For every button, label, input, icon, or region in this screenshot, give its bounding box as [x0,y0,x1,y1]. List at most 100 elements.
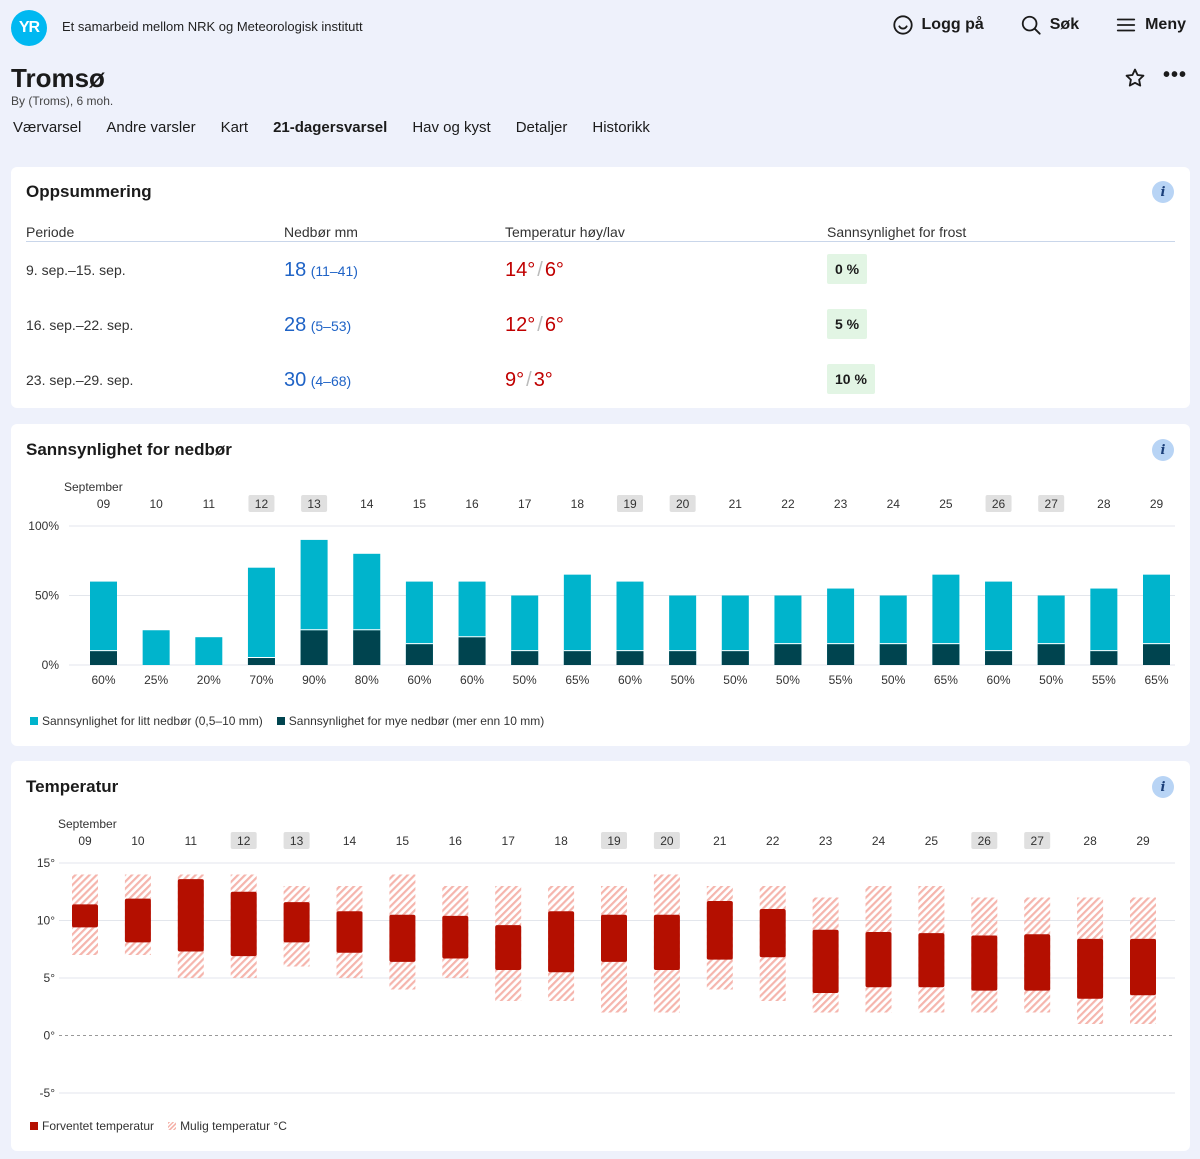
day-label: 11 [185,834,198,848]
day-label: 19 [607,834,621,848]
legend-swatch-expected [30,1122,38,1130]
temp-low: 6° [544,259,564,281]
frost-badge: 5 % [827,309,868,339]
day-label: 17 [502,834,516,848]
tab-historikk[interactable]: Historikk [592,119,650,136]
precip-heavy-bar [458,637,486,665]
precip-heavy-bar [721,651,749,665]
weekend-day-highlight [653,832,680,849]
weekend-day-highlight [617,495,643,512]
tab-andre-varsler[interactable]: Andre varsler [106,119,196,136]
search-label: Søk [1049,16,1080,33]
precip-heavy-bar [247,658,275,665]
expected-temp-bar [177,879,204,952]
smiley-icon [892,15,913,35]
precip-cell: 18 (11–41) [284,259,358,282]
day-label: 17 [518,497,532,511]
expected-temp-bar [812,929,839,993]
temp-info-icon[interactable]: i [1152,776,1174,798]
menu-label: Meny [1145,16,1186,33]
tab-hav-og-kyst[interactable]: Hav og kyst [412,119,491,136]
precip-chart: September 100% 50% 0% 09 60% 10 25% 11 20% 12 70% 13… [28,480,1175,687]
precip-value-label: 60% [618,673,642,687]
more-options-icon[interactable]: ••• [1163,64,1188,86]
day-label: 28 [1083,834,1097,848]
day-label: 21 [729,497,743,511]
day-label: 27 [1031,834,1045,848]
precip-light-bar [142,630,170,665]
expected-temp-bar [971,935,998,991]
expected-temp-bar [230,891,257,957]
precip-heavy-bar [353,630,381,665]
day-label: 25 [925,834,939,848]
temp-low: 3° [533,369,553,391]
precip-value: 28 [284,314,307,336]
day-label: 16 [465,497,479,511]
menu-button[interactable]: Meny [1115,14,1186,36]
login-button[interactable]: Logg på [892,14,984,36]
day-label: 29 [1150,497,1164,511]
day-label: 18 [554,834,568,848]
legend-heavy-precip: Sannsynlighet for mye nedbør (mer enn 10… [276,714,545,728]
temp-slash: / [537,259,543,281]
weekend-day-highlight [1038,495,1065,512]
search-icon [1021,15,1041,35]
tab-kart[interactable]: Kart [220,119,249,136]
period-cell: 9. sep.–15. sep. [26,262,126,278]
precip-heavy-bar [774,644,802,665]
precip-cell: 30 (4–68) [284,369,351,392]
precip-light-bar [195,637,223,665]
precip-heavy-bar [669,651,697,665]
y-tick-label: 10° [37,914,55,928]
day-label: 10 [149,497,163,511]
expected-temp-bar [1130,938,1156,996]
precip-value: 18 [284,259,307,281]
precip-value-label: 65% [565,673,589,687]
period-cell: 23. sep.–29. sep. [26,372,134,388]
precip-value-label: 50% [723,673,747,687]
frost-badge: 0 % [827,254,868,284]
y-tick-label: 0° [44,1029,56,1043]
weekend-day-highlight [985,495,1012,512]
day-label: 27 [1045,497,1059,511]
hamburger-icon [1116,18,1136,32]
precip-heavy-bar [1037,644,1065,665]
day-label: 13 [307,497,321,511]
location-subtitle: By (Troms), 6 moh. [11,94,114,108]
day-label: 16 [449,834,463,848]
day-label: 09 [78,834,92,848]
y-tick-label: 15° [37,856,55,870]
precip-value-label: 60% [987,673,1011,687]
precip-value: 30 [284,369,307,391]
search-button[interactable]: Søk [1020,14,1079,36]
weekend-day-highlight [601,832,627,849]
temp-high: 9° [505,369,525,391]
tab-vaervarsel[interactable]: Værvarsel [13,119,82,136]
day-label: 18 [571,497,585,511]
tagline: Et samarbeid mellom NRK og Meteorologisk… [62,19,363,34]
period-cell: 16. sep.–22. sep. [26,317,134,333]
precip-heavy-bar [985,651,1013,665]
expected-temp-bar [1024,934,1051,991]
day-label: 24 [887,497,901,511]
precip-value-label: 50% [513,673,537,687]
day-label: 15 [396,834,410,848]
y-tick-label: 5° [44,971,56,985]
header-temp: Temperatur høy/lav [505,224,625,240]
tab-21-dagersvarsel[interactable]: 21-dagersvarsel [273,119,388,136]
precip-value-label: 55% [829,673,853,687]
weekend-day-highlight [1024,832,1051,849]
login-label: Logg på [921,16,984,33]
temp-high: 14° [505,259,536,281]
favorite-star-icon[interactable] [1124,67,1146,89]
temp-cell: 14°/6° [505,259,564,282]
expected-temp-bar [283,902,310,943]
tab-detaljer[interactable]: Detaljer [515,119,568,136]
precip-info-icon[interactable]: i [1152,439,1174,461]
y-tick-label: -5° [40,1086,56,1100]
legend-possible-label: Mulig temperatur °C [180,1119,287,1133]
top-bar: YR Et samarbeid mellom NRK og Meteorolog… [0,0,1200,58]
yr-logo[interactable]: YR [11,10,47,46]
summary-info-icon[interactable]: i [1152,181,1174,203]
legend-heavy-label: Sannsynlighet for mye nedbør (mer enn 10… [288,714,545,728]
